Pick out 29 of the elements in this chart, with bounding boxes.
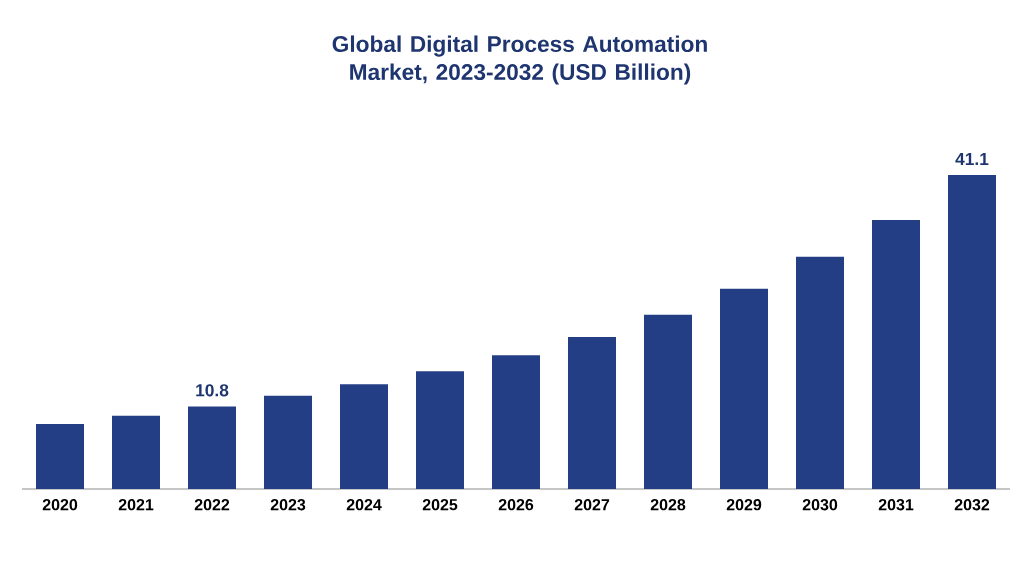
bar [948,174,996,489]
bar [796,256,844,489]
x-tick-label: 2023 [270,499,306,511]
bar [644,314,692,489]
x-tick-label: 2024 [346,499,382,511]
bar [492,355,541,489]
bar [568,336,616,489]
x-tick-label: 2032 [954,499,990,511]
x-tick-label: 2020 [42,499,78,511]
x-tick-label: 2031 [878,499,914,511]
x-tick-label: 2026 [498,499,534,511]
bar [112,415,161,489]
bar [340,384,388,489]
x-tick-label: 2030 [802,499,838,511]
x-tick-label: 2027 [574,499,610,511]
bar [872,220,920,489]
bar [416,371,465,489]
bar [720,288,768,489]
x-tick-label: 2021 [118,499,154,511]
chart-title: Global Digital Process Automation Market, 2023-2032 (USD Billion) [332,35,707,85]
x-tick-label: 2025 [422,499,458,511]
bar [264,395,313,489]
bar [188,406,237,489]
data-label: 41.1 [955,153,989,165]
data-label: 10.8 [196,384,229,397]
bar [36,424,85,489]
x-tick-label: 2029 [726,499,762,511]
x-tick-label: 2028 [650,499,686,511]
x-tick-label: 2022 [194,499,230,511]
